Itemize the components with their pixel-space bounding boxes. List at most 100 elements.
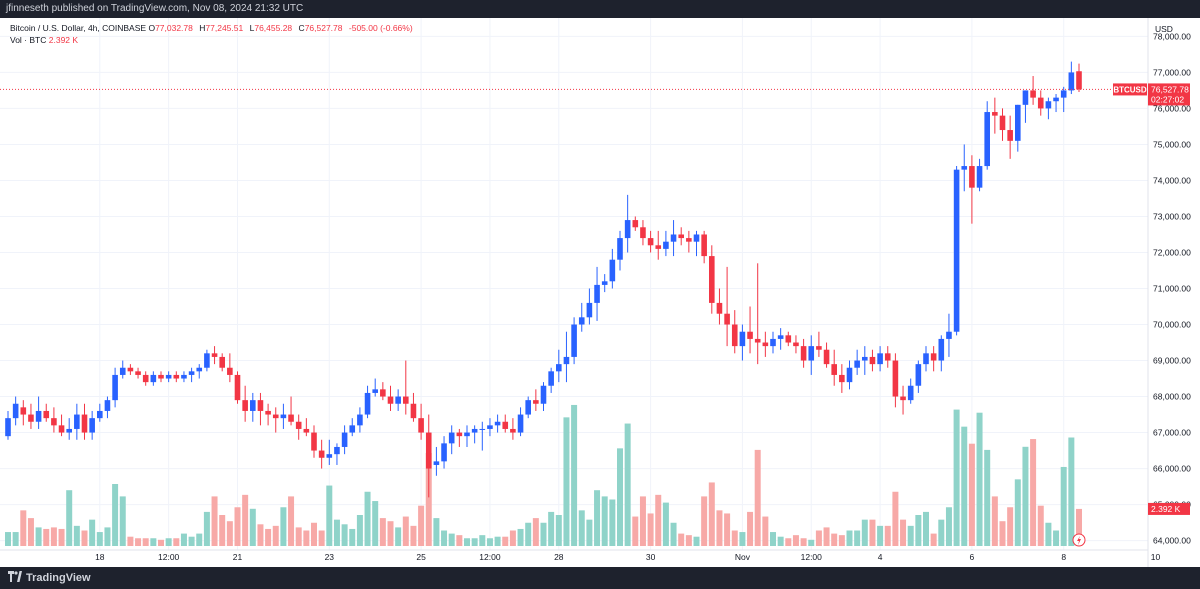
volume-bar	[808, 539, 815, 546]
close-label: C	[298, 23, 305, 33]
volume-bar	[89, 519, 96, 546]
volume-bar	[945, 507, 952, 546]
candle-body	[1007, 130, 1013, 141]
candle-body	[992, 112, 998, 116]
published-text: jfinneseth published on TradingView.com,…	[6, 3, 304, 14]
candle-body	[158, 374, 164, 379]
price-tick-label: 74,000.00	[1153, 175, 1191, 185]
price-tick-label: 77,000.00	[1153, 67, 1191, 77]
volume-bar	[418, 505, 425, 546]
volume-bar	[586, 519, 593, 546]
price-tick-label: 72,000.00	[1153, 247, 1191, 257]
candle-body	[349, 425, 356, 433]
volume-bar	[249, 508, 256, 546]
candle-body	[831, 364, 837, 375]
volume-bar	[318, 530, 325, 546]
candle-body	[112, 374, 118, 401]
candle-body	[862, 356, 868, 361]
candle-body	[364, 392, 371, 415]
symbol-tag: BTCUSD	[1113, 85, 1147, 94]
volume-bar	[402, 516, 409, 546]
candle-body	[953, 169, 960, 332]
volume-bar	[785, 538, 792, 546]
volume-bar	[502, 536, 509, 546]
footer-bar: TradingView	[0, 567, 1200, 589]
candle-body	[777, 335, 784, 339]
volume-bar	[678, 533, 685, 546]
price-tick-label: 71,000.00	[1153, 284, 1191, 294]
time-tick-label: 30	[646, 552, 656, 562]
volume-bar	[777, 536, 784, 546]
volume-bar	[456, 535, 463, 546]
candle-body	[976, 166, 983, 188]
candle-body	[938, 338, 945, 361]
volume-bar	[525, 522, 532, 546]
candle-body	[1068, 72, 1075, 91]
candle-body	[900, 396, 906, 401]
candle-body	[846, 367, 853, 383]
candle-body	[418, 418, 424, 433]
price-axis[interactable]: USD64,000.0065,000.0066,000.0067,000.006…	[1147, 18, 1200, 567]
volume-bar	[265, 528, 272, 546]
candle-body	[731, 324, 738, 347]
candle-body	[709, 256, 715, 303]
candle-body	[326, 454, 333, 458]
volume-value: 2.392 K	[48, 35, 79, 45]
candle-body	[647, 238, 654, 246]
candle-body	[181, 374, 187, 379]
volume-bar	[364, 491, 371, 546]
volume-bar	[838, 535, 845, 546]
candle-body	[425, 432, 432, 469]
candle-body	[1015, 104, 1021, 141]
symbol-title[interactable]: Bitcoin / U.S. Dollar, 4h, COINBASE	[10, 23, 147, 33]
candle-body	[670, 234, 677, 242]
volume-bar	[716, 510, 723, 546]
volume-bar	[617, 448, 623, 546]
candle-body	[640, 227, 646, 239]
low-value: 76,455.28	[254, 23, 293, 33]
candle-body	[984, 112, 990, 167]
candle-body	[66, 428, 72, 433]
volume-bar	[219, 515, 226, 546]
low-label: L	[249, 23, 255, 33]
volume-bar	[548, 511, 555, 546]
open-value: 77,032.78	[155, 23, 193, 33]
candle-body	[785, 335, 792, 343]
candle-body	[464, 432, 470, 437]
volume-bar	[379, 518, 386, 546]
candle-body	[739, 331, 746, 347]
candle-body	[119, 367, 126, 375]
candle-body	[617, 238, 623, 260]
volume-bar	[869, 519, 876, 546]
volume-bar	[81, 530, 88, 546]
volume-bar	[333, 519, 340, 546]
volume-bar	[555, 515, 562, 546]
volume-bar	[1060, 466, 1067, 546]
volume-bar	[854, 530, 861, 546]
tradingview-logo[interactable]: TradingView	[8, 571, 91, 584]
time-axis[interactable]: 18 12:00 21 23 25 12:00 28 30 Nov 12:00 4 6 8 10	[0, 549, 1161, 562]
candle-body	[586, 302, 593, 318]
volume-bar	[1037, 505, 1044, 546]
candle-body	[135, 371, 141, 375]
price-tick-label: 75,000.00	[1153, 139, 1191, 149]
volume-bar	[731, 530, 738, 546]
candle-body	[211, 353, 218, 357]
candle-body	[923, 353, 929, 365]
volume-bar	[961, 426, 968, 546]
candle-body	[12, 403, 19, 419]
volume-bars	[5, 404, 1082, 546]
volume-bar	[823, 527, 830, 546]
volume-bar	[165, 538, 172, 546]
candle-body	[20, 407, 27, 415]
tradingview-brand: TradingView	[26, 572, 91, 584]
price-chart[interactable]: USD64,000.0065,000.0066,000.0067,000.006…	[0, 18, 1200, 567]
volume-bar	[999, 521, 1006, 546]
volume-bar	[571, 404, 578, 546]
high-value: 77,245.51	[205, 23, 244, 33]
candle-body	[471, 428, 478, 433]
time-tick-label: 10	[1151, 552, 1161, 562]
candle-body	[678, 234, 684, 239]
publish-bar: jfinneseth published on TradingView.com,…	[0, 0, 1200, 18]
volume-bar	[257, 524, 264, 546]
